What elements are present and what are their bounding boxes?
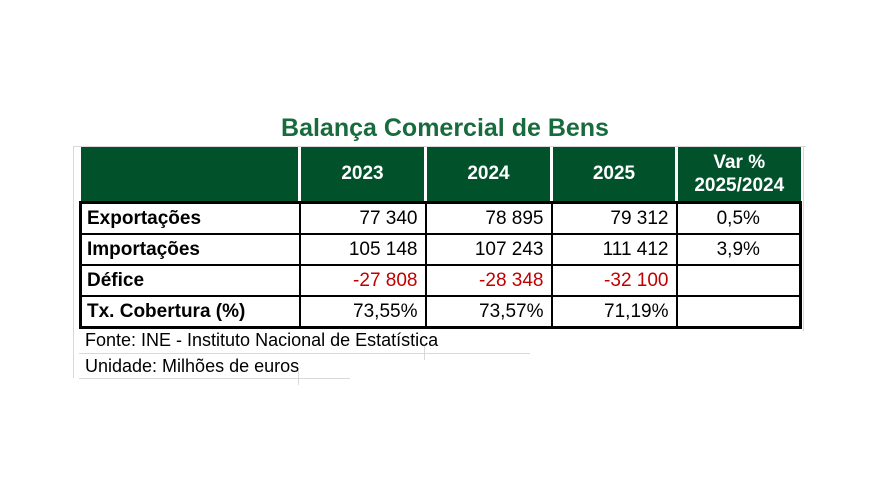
gridline-horizontal [79,378,350,379]
value-cell-2023: 77 340 [298,201,427,235]
trade-balance-table: 2023 2024 2025 Var % 2025/2024 Exportaçõ… [79,147,802,329]
chart-title: Balança Comercial de Bens [281,114,609,142]
value-cell-2024: 73,57% [424,295,553,329]
header-cell-empty [80,147,300,204]
value-cell-2023: 105 148 [298,233,427,266]
gridline-vertical [424,346,425,360]
value-cell-2025: 71,19% [550,295,678,329]
value-cell-2025: -32 100 [550,264,678,297]
header-cell-var: Var % 2025/2024 [675,147,801,204]
row-label-cell: Importações [79,233,301,266]
value-cell-2025: 79 312 [550,201,678,235]
value-cell-2024: 107 243 [424,233,553,266]
header-cell-2024: 2024 [424,147,552,204]
gridline-vertical [298,371,299,385]
var-cell: 0,5% [675,201,802,235]
table-body: Exportações 77 340 78 895 79 312 0,5% Im… [79,201,802,329]
table-row-importacoes: Importações 105 148 107 243 111 412 3,9% [79,233,802,266]
value-cell-2025: 111 412 [550,233,678,266]
var-cell [675,264,802,297]
var-cell [675,295,802,329]
unit-note: Unidade: Milhões de euros [85,356,300,376]
row-label-cell: Exportações [79,201,301,235]
gridline-horizontal [79,353,530,354]
table-row-tx-cobertura: Tx. Cobertura (%) 73,55% 73,57% 71,19% [79,295,802,329]
gridline-horizontal [73,146,806,147]
header-cell-2025: 2025 [550,147,677,204]
table-header: 2023 2024 2025 Var % 2025/2024 [80,147,801,204]
table-row-defice: Défice -27 808 -28 348 -32 100 [79,264,802,297]
header-cell-2023: 2023 [298,147,426,204]
value-cell-2023: 73,55% [298,295,427,329]
value-cell-2024: -28 348 [424,264,553,297]
source-note: Fonte: INE - Instituto Nacional de Estat… [85,330,439,350]
row-label-cell: Tx. Cobertura (%) [79,295,301,329]
table-row-exportacoes: Exportações 77 340 78 895 79 312 0,5% [79,201,802,235]
var-header-line2: 2025/2024 [694,175,785,196]
row-label-cell: Défice [79,264,301,297]
var-cell: 3,9% [675,233,802,266]
gridline-vertical [803,146,804,331]
var-header-line1: Var % [713,152,766,173]
gridline-vertical [73,146,74,378]
value-cell-2023: -27 808 [298,264,427,297]
value-cell-2024: 78 895 [424,201,553,235]
header-row: 2023 2024 2025 Var % 2025/2024 [80,147,801,204]
